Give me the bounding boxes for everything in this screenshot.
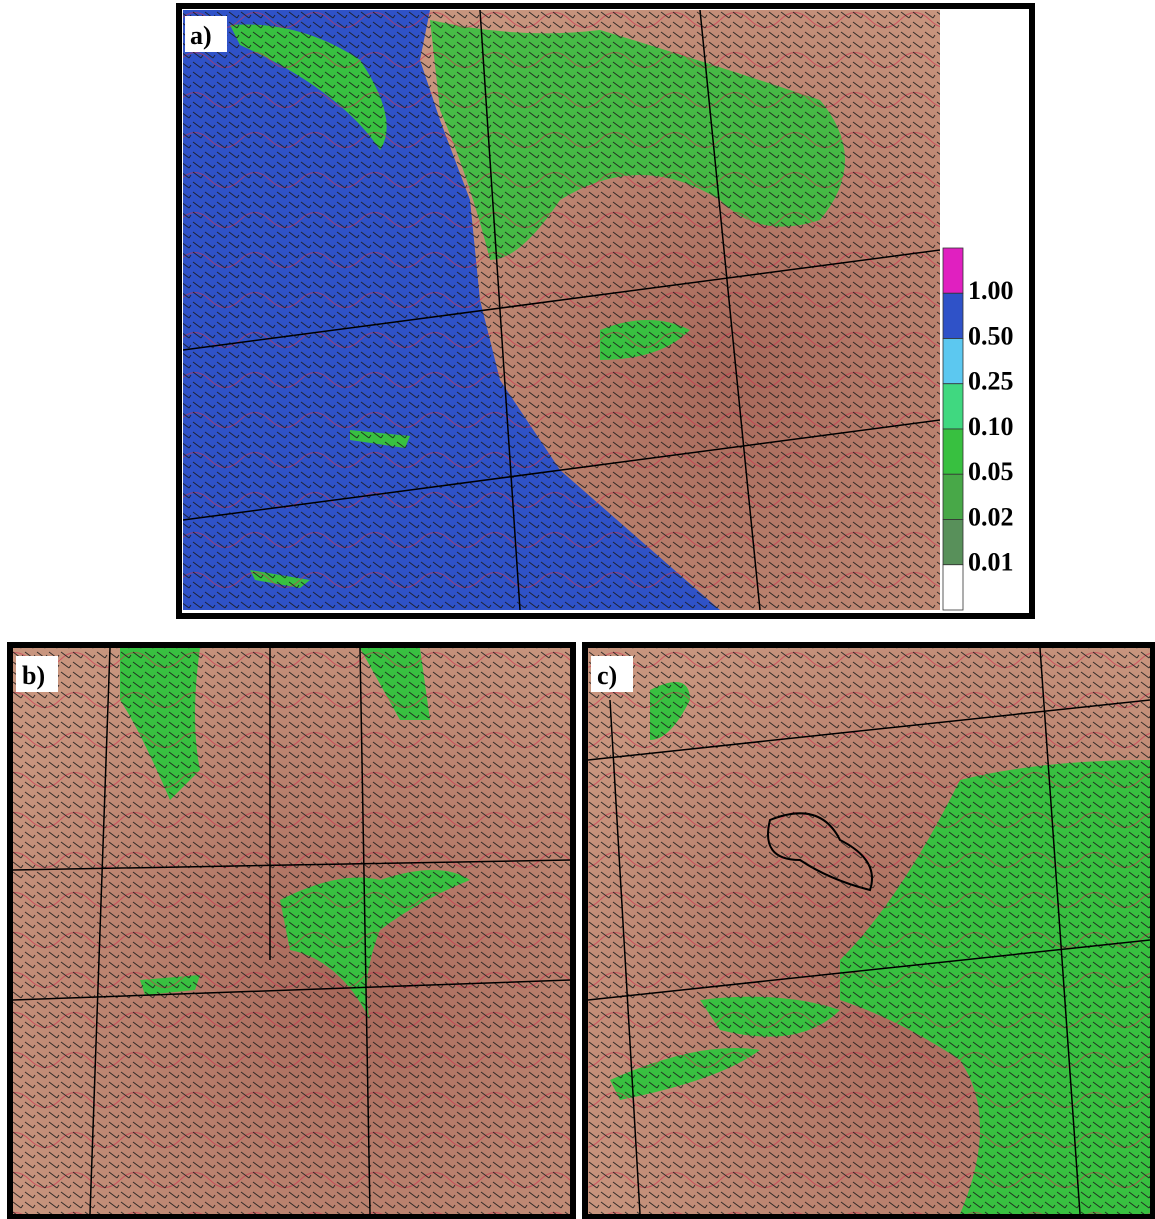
legend-label: 0.02: [968, 502, 1014, 531]
legend-swatch: [943, 248, 963, 293]
legend: 1.00 0.50 0.25 0.10 0.05 0.02 0.01: [943, 248, 1014, 610]
legend-label: 0.05: [968, 457, 1014, 486]
map-a: [183, 10, 940, 610]
map-b: [13, 648, 570, 1214]
legend-swatch: [943, 293, 963, 338]
legend-swatch: [943, 339, 963, 384]
figure: a) 1.00 0.50 0.25 0.10 0.05 0.02 0.01 b) c): [0, 0, 1155, 1219]
legend-swatch: [943, 429, 963, 474]
legend-label: 1.00: [968, 276, 1014, 305]
legend-swatch: [943, 474, 963, 519]
panel-label: a): [190, 21, 212, 50]
legend-swatch: [943, 520, 963, 565]
panel-label: c): [597, 661, 617, 690]
legend-swatch: [943, 384, 963, 429]
legend-label: 0.25: [968, 367, 1014, 396]
legend-label: 0.10: [968, 412, 1014, 441]
legend-swatch: [943, 565, 963, 610]
legend-label: 0.01: [968, 548, 1014, 577]
panel-label: b): [22, 661, 45, 690]
legend-label: 0.50: [968, 321, 1014, 350]
page: a) 1.000.500.250.100.050.020.01 b) c) ((…: [0, 0, 1155, 1219]
map-c: [588, 648, 1150, 1214]
